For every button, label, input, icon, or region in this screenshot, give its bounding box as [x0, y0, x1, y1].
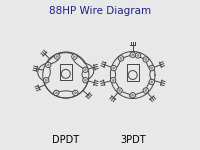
Circle shape — [73, 55, 76, 58]
Circle shape — [55, 92, 58, 94]
Circle shape — [145, 58, 147, 61]
Circle shape — [130, 93, 135, 98]
Circle shape — [54, 90, 59, 96]
Circle shape — [118, 89, 121, 92]
Circle shape — [83, 78, 88, 83]
Circle shape — [46, 62, 51, 68]
Circle shape — [118, 56, 124, 61]
Circle shape — [72, 54, 77, 59]
Circle shape — [137, 54, 139, 57]
Text: 3PDT: 3PDT — [120, 135, 146, 145]
Circle shape — [149, 79, 154, 85]
Circle shape — [151, 81, 153, 83]
Circle shape — [56, 55, 58, 58]
Circle shape — [44, 78, 49, 83]
Circle shape — [84, 69, 87, 71]
Circle shape — [130, 52, 135, 57]
Circle shape — [131, 54, 134, 56]
Circle shape — [151, 67, 153, 69]
Circle shape — [55, 54, 60, 59]
Text: 88HP Wire Diagram: 88HP Wire Diagram — [49, 6, 151, 16]
Circle shape — [149, 65, 154, 71]
Circle shape — [83, 67, 88, 72]
Circle shape — [47, 64, 49, 66]
Circle shape — [73, 90, 78, 96]
Circle shape — [117, 88, 122, 93]
Text: DPDT: DPDT — [52, 135, 79, 145]
Circle shape — [45, 79, 47, 81]
Circle shape — [143, 57, 148, 62]
Circle shape — [143, 88, 148, 93]
Circle shape — [74, 92, 77, 94]
Circle shape — [84, 79, 87, 81]
Circle shape — [111, 65, 116, 71]
Circle shape — [145, 89, 147, 92]
Circle shape — [131, 94, 134, 96]
Circle shape — [112, 79, 114, 81]
Circle shape — [112, 67, 115, 69]
Circle shape — [135, 53, 141, 58]
Circle shape — [120, 57, 122, 60]
Circle shape — [110, 78, 116, 83]
